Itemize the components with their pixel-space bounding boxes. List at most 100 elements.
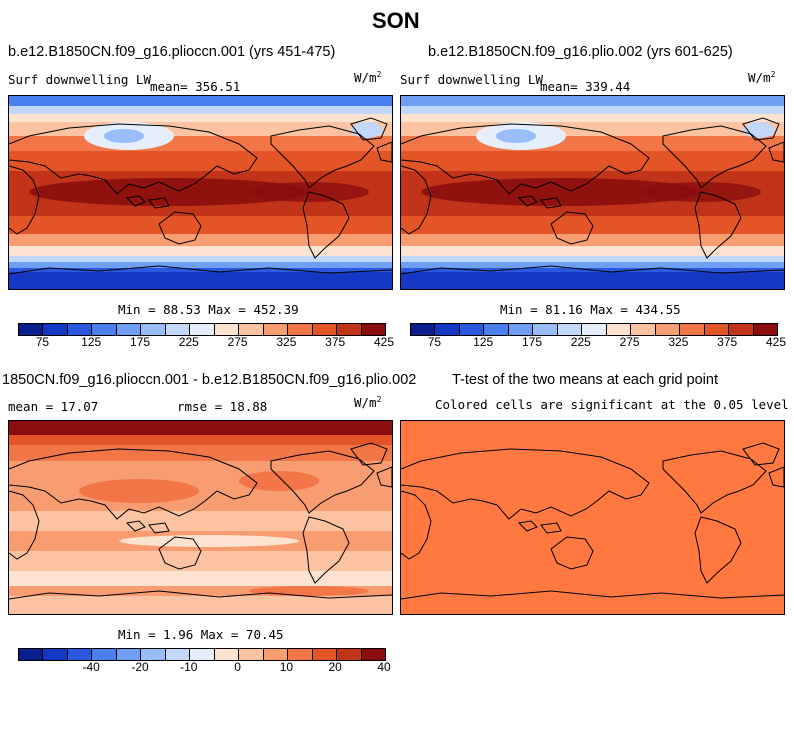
- panel3-mean: mean = 17.07: [8, 399, 99, 414]
- coastline: [401, 490, 432, 560]
- diff-patch: [119, 535, 299, 547]
- field-band: [9, 114, 392, 122]
- colorbar-tick-label: 0: [234, 660, 241, 674]
- colorbar3-swatch: [337, 649, 362, 660]
- colorbar1-swatch: [19, 324, 44, 335]
- colorbar-tick-label: 125: [81, 335, 102, 349]
- panel3-map-svg: [9, 421, 392, 614]
- colorbar3-swatch: [288, 649, 313, 660]
- field-band: [401, 106, 784, 114]
- panel1-map-svg: [9, 96, 392, 289]
- coastline: [302, 516, 350, 584]
- coastline: [768, 466, 784, 488]
- colorbar-tick-label: 375: [717, 335, 738, 349]
- field-band: [401, 262, 784, 268]
- colorbar1-swatch: [361, 324, 386, 335]
- colorbar2-swatch: [582, 324, 607, 335]
- colorbar3-swatch: [141, 649, 166, 660]
- colorbar-tick-label: 225: [570, 335, 591, 349]
- panel2-title: b.e12.B1850CN.f09_g16.plio.002 (yrs 601-…: [428, 44, 733, 60]
- colorbar-tick-label: 325: [276, 335, 297, 349]
- panel2-map-svg: [401, 96, 784, 289]
- colorbar2-swatch: [411, 324, 436, 335]
- colorbar3-swatch: [190, 649, 215, 660]
- colorbar1-swatch: [337, 324, 362, 335]
- coastline: [550, 211, 594, 245]
- coastline: [662, 450, 767, 514]
- coastline: [401, 590, 784, 600]
- diff-band: [9, 461, 392, 481]
- panel3-stats: Min = 1.96 Max = 70.45: [118, 627, 284, 642]
- figure-title: SON: [372, 8, 420, 33]
- field-band: [9, 262, 392, 268]
- significance-fill: [401, 421, 784, 614]
- colorbar-tick-label: -10: [180, 660, 198, 674]
- panel1-stats: Min = 88.53 Max = 452.39: [118, 302, 299, 317]
- colorbar2-swatch: [655, 324, 681, 335]
- coastline: [742, 117, 780, 141]
- diff-band: [9, 596, 392, 614]
- coastline: [550, 536, 594, 570]
- coastline: [9, 165, 40, 235]
- warm-pool: [421, 178, 701, 206]
- colorbar2-swatch: [557, 324, 583, 335]
- cold-plateau: [104, 129, 144, 143]
- panel1-map: [8, 95, 393, 290]
- coastline: [270, 125, 375, 189]
- coastline: [401, 265, 784, 275]
- colorbar3-swatch: [19, 649, 44, 660]
- panel2-units: W/m2: [748, 70, 776, 86]
- colorbar3-swatch: [43, 649, 68, 660]
- field-band: [9, 256, 392, 262]
- coastline: [125, 195, 170, 209]
- coastline: [401, 448, 650, 520]
- panel2-mean: mean= 339.44: [540, 79, 631, 94]
- diff-patch: [239, 471, 319, 491]
- panel3-rmse: rmse = 18.88: [177, 399, 268, 414]
- colorbar-tick-label: 425: [373, 335, 395, 349]
- coastline: [9, 490, 40, 560]
- coastline: [768, 141, 784, 163]
- field-band: [9, 151, 392, 171]
- colorbar-tick-label: -20: [131, 660, 149, 674]
- coastline: [270, 450, 375, 514]
- panel2-variable: Surf downwelling LW: [400, 72, 543, 87]
- colorbar3-swatch: [361, 649, 386, 660]
- colorbar2-swatch: [680, 324, 705, 335]
- colorbar-tick-label: 10: [279, 660, 294, 674]
- coastline: [401, 123, 650, 195]
- colorbar2-swatch: [435, 324, 460, 335]
- field-band: [401, 256, 784, 262]
- field-band: [9, 136, 392, 151]
- colorbar-tick-label: -40: [82, 660, 100, 674]
- diff-band: [9, 421, 392, 435]
- colorbar1-swatch: [43, 324, 68, 335]
- colorbar-tick-label: 75: [427, 335, 442, 349]
- panel4-title: T-test of the two means at each grid poi…: [452, 372, 718, 388]
- field-band: [9, 96, 392, 106]
- colorbar-tick-label: 325: [668, 335, 689, 349]
- diff-band: [9, 435, 392, 445]
- coastline: [517, 520, 562, 534]
- panel1-variable: Surf downwelling LW: [8, 72, 151, 87]
- colorbar3-swatch: [263, 649, 289, 660]
- colorbar1-swatch: [214, 324, 240, 335]
- colorbar2-swatch: [704, 324, 730, 335]
- panel2-map: [400, 95, 785, 290]
- colorbar-tick-label: 225: [178, 335, 199, 349]
- coastline: [125, 520, 170, 534]
- colorbar2-swatch: [606, 324, 632, 335]
- colorbar1-swatch: [92, 324, 117, 335]
- diff-band: [9, 511, 392, 531]
- colorbar3-swatch: [239, 649, 264, 660]
- colorbar3-swatch: [312, 649, 338, 660]
- colorbar-tick-label: 375: [325, 335, 346, 349]
- coastline: [376, 466, 392, 488]
- coastline: [9, 265, 392, 275]
- field-band: [401, 234, 784, 246]
- diff-band: [9, 586, 392, 596]
- coastline: [9, 448, 258, 520]
- coastline: [694, 516, 742, 584]
- colorbar1-swatch: [67, 324, 93, 335]
- colorbar1-swatch: [263, 324, 289, 335]
